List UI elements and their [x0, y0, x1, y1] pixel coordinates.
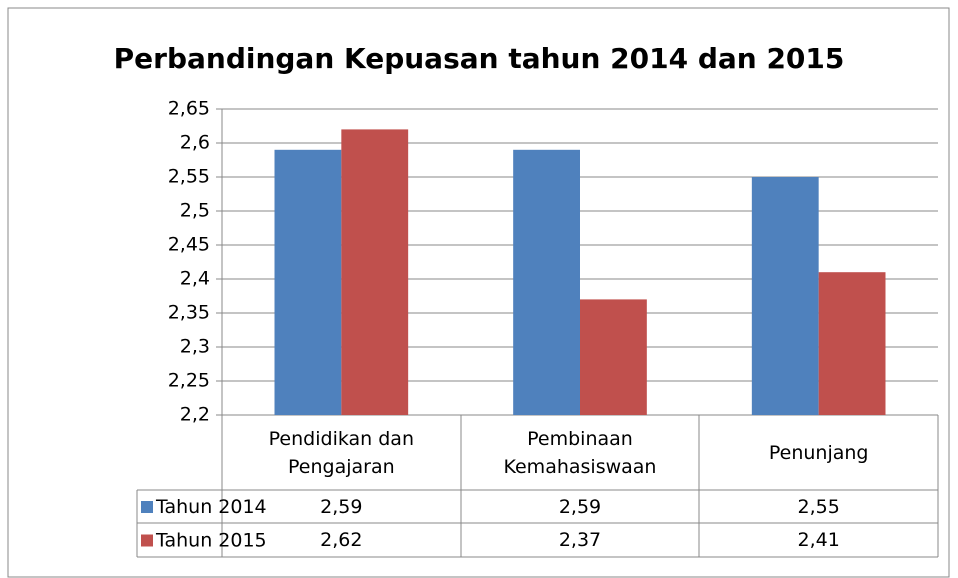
bar	[513, 149, 580, 416]
bar	[751, 177, 819, 415]
bar	[818, 272, 886, 415]
table-value: 2,37	[558, 529, 602, 552]
y-tick-label: 2,45	[168, 234, 210, 256]
y-tick-label: 2,25	[168, 370, 210, 392]
y-tick-label: 2,4	[180, 268, 210, 290]
table-value: 2,62	[320, 529, 363, 552]
table-lines	[136, 109, 939, 558]
bar	[580, 299, 647, 415]
legend-label: Tahun 2015	[155, 530, 267, 552]
table-value: 2,55	[797, 495, 840, 518]
y-tick-label: 2,2	[180, 404, 210, 426]
category-label: Pembinaan Kemahasiswaan	[503, 427, 657, 478]
bar	[274, 149, 342, 416]
y-tick-label: 2,5	[180, 200, 210, 222]
y-tick-label: 2,35	[168, 302, 210, 324]
y-tick-label: 2,55	[168, 166, 210, 188]
chart-title: Perbandingan Kepuasan tahun 2014 dan 201…	[114, 42, 845, 75]
category-label: Penunjang	[768, 441, 869, 464]
legend-key	[141, 534, 153, 547]
table-value: 2,59	[558, 495, 602, 518]
y-tick-label: 2,6	[180, 132, 210, 154]
y-tick-label: 2,65	[168, 98, 210, 120]
legend-label: Tahun 2014	[155, 496, 267, 518]
table-value: 2,41	[797, 529, 840, 552]
y-tick-label: 2,3	[180, 336, 210, 358]
bar	[341, 129, 409, 415]
legend-key	[141, 501, 153, 513]
table-value: 2,59	[320, 495, 363, 518]
category-label: Pendidikan dan Pengajaran	[268, 427, 414, 478]
